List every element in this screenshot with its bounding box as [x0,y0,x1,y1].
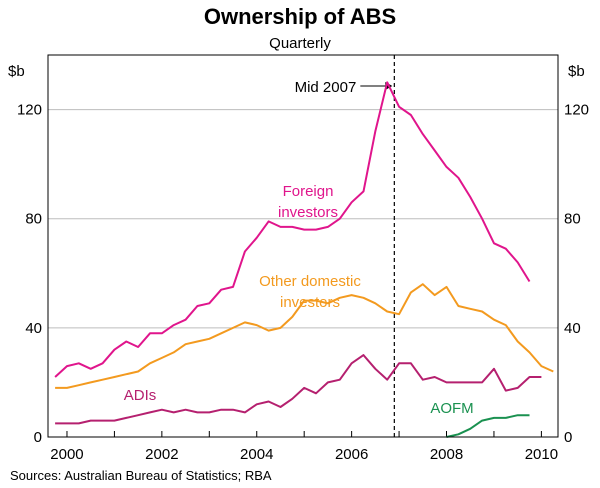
series-lines [54,81,554,438]
series-label-line: investors [278,204,338,221]
series-line-other-domestic-investors [55,283,554,389]
x-tick-label: 2010 [525,446,558,463]
series-line-aofm [446,414,530,438]
series-label-line: Foreign [283,183,334,200]
y-tick-label-left: 40 [25,320,42,337]
series-line-adis [55,354,542,425]
x-tick-label: 2008 [430,446,463,463]
x-tick-label: 2004 [240,446,273,463]
series-line-foreign-investors [54,81,531,378]
y-tick-label-left: 0 [34,429,42,446]
x-tick-label: 2000 [50,446,83,463]
gridlines [48,109,558,329]
chart-title: Ownership of ABS [204,4,396,29]
chart-subtitle: Quarterly [269,35,331,52]
x-tick-label: 2002 [145,446,178,463]
source-note: Sources: Australian Bureau of Statistics… [10,468,272,483]
y-tick-label-right: 120 [564,102,589,119]
series-label-adis: ADIs [124,387,157,404]
plot-frame [47,54,559,438]
y-tick-label-left: 120 [17,102,42,119]
left-axis-unit: $b [8,63,25,80]
series-label-line: ADIs [124,387,157,404]
y-tick-label-right: 0 [564,429,572,446]
y-tick-label-right: 40 [564,320,581,337]
series-label-line: AOFM [430,400,473,417]
right-axis-unit: $b [568,63,585,80]
series-label-aofm: AOFM [430,400,473,417]
y-tick-label-left: 80 [25,211,42,228]
annotation-label: Mid 2007 [295,79,357,96]
series-label-other-domestic-investors: Other domestic investors [259,273,361,311]
series-labels: Foreign investors Other domestic investors A… [124,183,474,417]
series-label-foreign-investors: Foreign investors [278,183,338,221]
series-label-line: investors [280,294,340,311]
axis-ticks: 0 0 40 40 80 80 120 120 2000 2002 2004 2006 2008 2010 [17,102,589,463]
y-tick-label-right: 80 [564,211,581,228]
x-tick-label: 2006 [335,446,368,463]
series-label-line: Other domestic [259,273,361,290]
